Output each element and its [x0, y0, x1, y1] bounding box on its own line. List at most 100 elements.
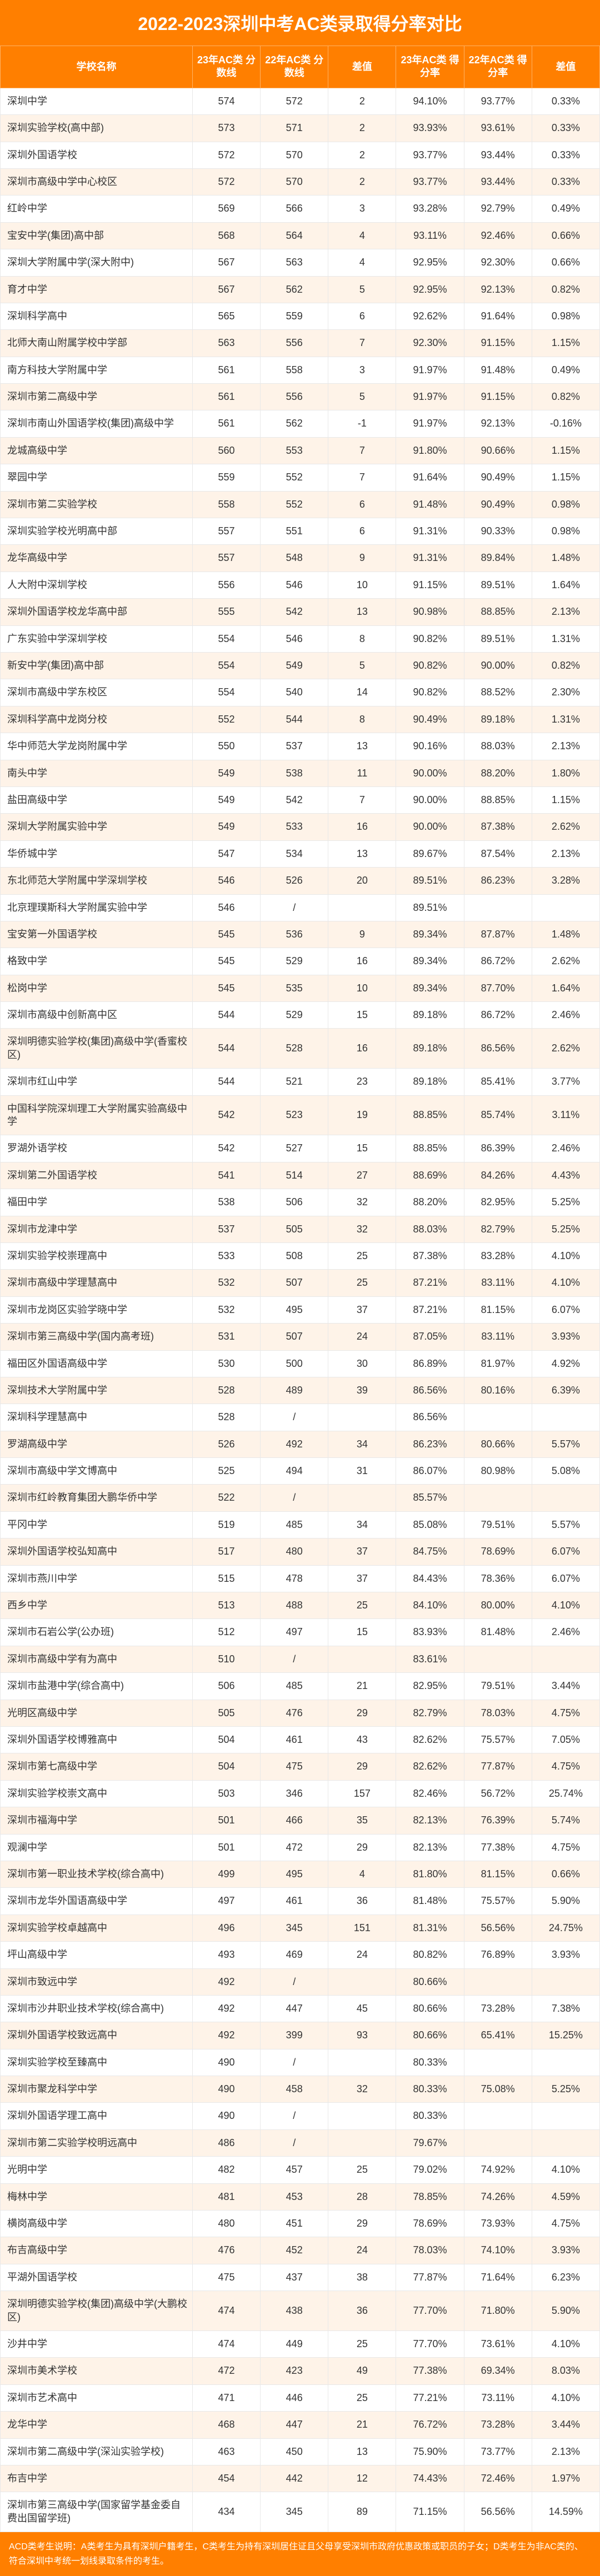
cell-rate23: 84.10% — [396, 1592, 464, 1619]
cell-score22: 451 — [261, 2211, 328, 2237]
cell-name: 深圳实验学校崇文高中 — [1, 1780, 193, 1807]
cell-score23: 542 — [192, 1135, 260, 1162]
cell-score22: 521 — [261, 1069, 328, 1095]
cell-diff2: 1.15% — [532, 330, 599, 357]
cell-diff1: 34 — [328, 1511, 396, 1538]
cell-rate23: 88.85% — [396, 1135, 464, 1162]
cell-score22: 540 — [261, 679, 328, 706]
table-row: 罗湖外语学校5425271588.85%86.39%2.46% — [1, 1135, 600, 1162]
cell-rate23: 84.75% — [396, 1538, 464, 1565]
cell-name: 南头中学 — [1, 760, 193, 786]
cell-rate22: 73.77% — [464, 2438, 532, 2465]
cell-diff1 — [328, 2049, 396, 2076]
table-row: 深圳市红岭教育集团大鹏华侨中学522/85.57% — [1, 1485, 600, 1511]
cell-name: 深圳市高级中学有为高中 — [1, 1646, 193, 1672]
cell-rate23: 85.08% — [396, 1511, 464, 1538]
cell-rate22 — [464, 1646, 532, 1672]
table-row: 光明中学4824572579.02%74.92%4.10% — [1, 2157, 600, 2183]
cell-name: 深圳市高级中学文博高中 — [1, 1458, 193, 1485]
cell-rate22: 90.66% — [464, 437, 532, 464]
cell-score22: 495 — [261, 1296, 328, 1323]
cell-diff2: 4.75% — [532, 1834, 599, 1861]
cell-rate22: 80.16% — [464, 1377, 532, 1404]
cell-diff1: 24 — [328, 2237, 396, 2264]
cell-score22: / — [261, 1968, 328, 1995]
cell-score22: 537 — [261, 733, 328, 760]
cell-rate22: 77.87% — [464, 1753, 532, 1780]
cell-score22: 399 — [261, 2022, 328, 2049]
cell-rate22: 90.49% — [464, 491, 532, 518]
cell-rate23: 94.10% — [396, 88, 464, 114]
cell-name: 华侨城中学 — [1, 840, 193, 867]
cell-score23: 519 — [192, 1511, 260, 1538]
table-row: 中国科学院深圳理工大学附属实验高级中学5425231988.85%85.74%3… — [1, 1095, 600, 1135]
table-row: 布吉高级中学4764522478.03%74.10%3.93% — [1, 2237, 600, 2264]
cell-name: 龙华中学 — [1, 2412, 193, 2438]
cell-rate23: 74.43% — [396, 2465, 464, 2492]
cell-score22: 570 — [261, 142, 328, 168]
cell-rate23: 91.64% — [396, 464, 464, 491]
cell-rate22: 80.66% — [464, 1431, 532, 1457]
cell-diff2 — [532, 2129, 599, 2156]
cell-score23: 472 — [192, 2358, 260, 2384]
cell-score22: 485 — [261, 1673, 328, 1700]
cell-rate23: 91.48% — [396, 491, 464, 518]
cell-diff1: 5 — [328, 652, 396, 679]
cell-score22: 535 — [261, 975, 328, 1001]
cell-score23: 454 — [192, 2465, 260, 2492]
cell-rate23: 89.51% — [396, 868, 464, 894]
cell-score22: 452 — [261, 2237, 328, 2264]
cell-rate23: 89.18% — [396, 1069, 464, 1095]
cell-name: 深圳市第二高级中学 — [1, 384, 193, 410]
cell-score22: 562 — [261, 276, 328, 303]
cell-score22: 523 — [261, 1095, 328, 1135]
cell-score22: 423 — [261, 2358, 328, 2384]
cell-diff1: 21 — [328, 2412, 396, 2438]
cell-rate22: 92.30% — [464, 249, 532, 276]
cell-name: 深圳实验学校(高中部) — [1, 115, 193, 142]
cell-score23: 486 — [192, 2129, 260, 2156]
cell-rate22: 56.56% — [464, 1915, 532, 1941]
cell-diff1: 27 — [328, 1162, 396, 1189]
cell-rate23: 92.95% — [396, 276, 464, 303]
cell-score23: 528 — [192, 1404, 260, 1431]
cell-name: 深圳市第三高级中学(国内高考班) — [1, 1324, 193, 1350]
table-row: 龙华高级中学557548991.31%89.84%1.48% — [1, 545, 600, 572]
cell-rate22: 87.38% — [464, 814, 532, 840]
cell-score23: 468 — [192, 2412, 260, 2438]
cell-diff2: 5.08% — [532, 1458, 599, 1485]
table-row: 深圳市龙华外国语高级中学4974613681.48%75.57%5.90% — [1, 1888, 600, 1915]
table-row: 华侨城中学5475341389.67%87.54%2.13% — [1, 840, 600, 867]
table-row: 横岗高级中学4804512978.69%73.93%4.75% — [1, 2211, 600, 2237]
cell-name: 深圳实验学校至臻高中 — [1, 2049, 193, 2076]
cell-rate22: 72.46% — [464, 2465, 532, 2492]
cell-score23: 525 — [192, 1458, 260, 1485]
table-row: 布吉中学4544421274.43%72.46%1.97% — [1, 2465, 600, 2492]
cell-rate23: 82.13% — [396, 1807, 464, 1834]
cell-name: 深圳市沙井职业技术学校(综合高中) — [1, 1995, 193, 2022]
cell-rate23: 81.48% — [396, 1888, 464, 1915]
cell-rate23: 87.21% — [396, 1296, 464, 1323]
cell-score23: 554 — [192, 625, 260, 652]
table-row: 北京理璞斯科大学附属实验中学546/89.51% — [1, 894, 600, 921]
cell-score22: 495 — [261, 1861, 328, 1887]
cell-rate22: 65.41% — [464, 2022, 532, 2049]
cell-diff2: 4.92% — [532, 1350, 599, 1377]
cell-diff2: 4.10% — [532, 1270, 599, 1296]
cell-diff2: 0.33% — [532, 168, 599, 195]
cell-diff2: 0.66% — [532, 249, 599, 276]
cell-name: 深圳市第三高级中学(国家留学基金委自费出国留学班) — [1, 2492, 193, 2532]
cell-rate22: 74.10% — [464, 2237, 532, 2264]
cell-diff2: 2.46% — [532, 1619, 599, 1646]
cell-score23: 490 — [192, 2049, 260, 2076]
cell-rate22: 76.39% — [464, 1807, 532, 1834]
cell-rate23: 81.31% — [396, 1915, 464, 1941]
cell-rate22: 75.57% — [464, 1888, 532, 1915]
cell-score22: 453 — [261, 2183, 328, 2210]
cell-score23: 512 — [192, 1619, 260, 1646]
cell-rate22: 86.39% — [464, 1135, 532, 1162]
cell-rate22: 78.69% — [464, 1538, 532, 1565]
cell-rate23: 80.66% — [396, 1995, 464, 2022]
table-row: 西乡中学5134882584.10%80.00%4.10% — [1, 1592, 600, 1619]
cell-rate23: 92.95% — [396, 249, 464, 276]
